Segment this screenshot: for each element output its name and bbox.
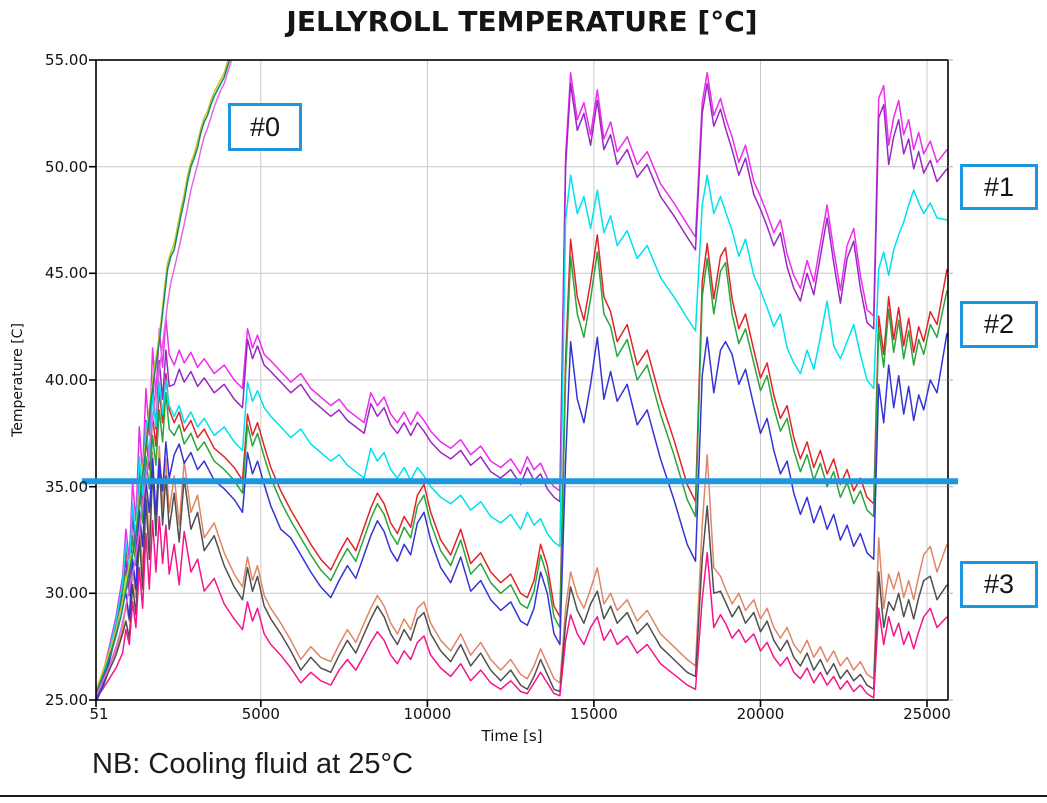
series-cell0-b — [96, 60, 231, 694]
y-tick-label: 30.00 — [45, 584, 88, 603]
y-tick-label: 55.00 — [45, 51, 88, 69]
x-tick-label: 20000 — [736, 705, 785, 723]
bottom-divider — [0, 795, 1047, 797]
x-tick-label: 15000 — [570, 705, 618, 723]
series-group-label-3: #3 — [960, 561, 1038, 608]
series-cell2-a — [96, 234, 948, 694]
series-group-label-0: #0 — [228, 103, 302, 151]
series-cell1-c — [96, 174, 948, 694]
x-axis-title: Time [s] — [481, 727, 543, 745]
y-tick-label: 40.00 — [45, 371, 88, 389]
series-cell3-b — [96, 462, 948, 700]
y-tick-label: 45.00 — [45, 264, 88, 283]
x-tick-label: 10000 — [403, 705, 452, 723]
x-tick-label: 25000 — [903, 705, 951, 723]
series-group-label-1: #1 — [960, 164, 1038, 210]
series-cell0-c — [96, 60, 233, 697]
x-tick-label: 51 — [89, 705, 109, 723]
y-tick-label: 25.00 — [45, 691, 88, 709]
series-cell3-c — [96, 515, 948, 699]
series-cell1-b — [96, 82, 948, 700]
series-cell0-a — [96, 60, 229, 690]
series-cell2-b — [96, 251, 948, 699]
x-tick-label: 5000 — [241, 705, 280, 723]
chart-title: JELLYROLL TEMPERATURE [°C] — [286, 5, 758, 38]
series-cell1-a — [96, 72, 948, 694]
y-tick-label: 50.00 — [45, 157, 88, 176]
y-tick-label: 35.00 — [45, 477, 88, 496]
series-group-label-2: #2 — [960, 301, 1038, 348]
series-cell2-c — [96, 332, 948, 700]
coolant-note: NB: Cooling fluid at 25°C — [92, 748, 414, 780]
